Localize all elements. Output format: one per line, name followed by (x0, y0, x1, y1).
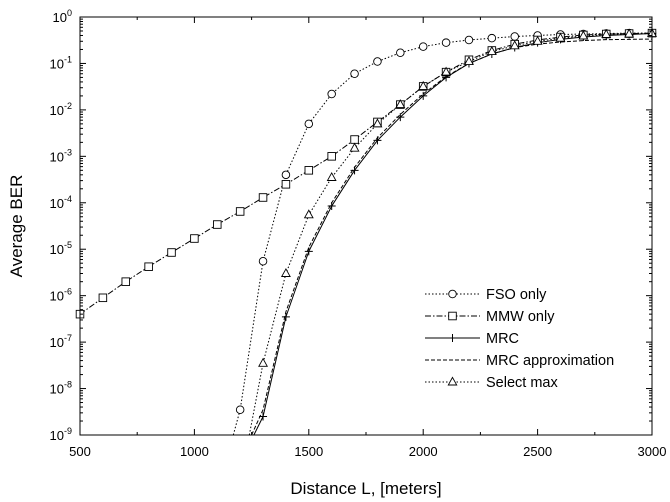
data-point-select-max (258, 357, 269, 367)
data-point-fso-only (510, 32, 519, 41)
series-line-select-max (248, 33, 652, 435)
data-point-mmw-only (304, 166, 314, 175)
data-point-select-max (418, 80, 429, 90)
x-axis-title: Distance L, [meters] (290, 479, 441, 498)
series-line-mrc-approximation (251, 38, 652, 435)
data-point-select-max (349, 142, 360, 152)
data-point-mmw-only (121, 277, 131, 286)
data-point-fso-only (373, 57, 382, 66)
legend-label-mrc: MRC (486, 331, 519, 347)
x-tick-label: 3000 (638, 444, 667, 459)
series-layer (80, 32, 652, 435)
data-point-mmw-only (167, 248, 176, 257)
y-tick-label: 10-3 (50, 147, 72, 164)
data-point-mrc (419, 91, 428, 100)
series-line-mmw-only (80, 32, 652, 315)
y-tick-label: 100 (53, 8, 72, 25)
legend-label-mrc-approximation: MRC approximation (486, 353, 614, 369)
data-point-mmw-only (98, 293, 108, 303)
y-tick-label: 10-8 (50, 380, 72, 397)
legend: FSO only MMW only MRC MRC approximation Sele… (425, 287, 614, 391)
data-point-fso-only (396, 48, 405, 57)
legend-marker-mmw-only (448, 311, 457, 321)
data-point-select-max (509, 40, 520, 50)
data-point-fso-only (441, 38, 451, 47)
data-point-select-max (578, 30, 589, 40)
data-point-fso-only (487, 33, 497, 43)
data-point-fso-only (304, 119, 314, 129)
data-point-select-max (624, 28, 635, 38)
legend-marker-select-max (447, 376, 458, 386)
data-point-fso-only (327, 89, 336, 99)
y-tick-label: 10-9 (50, 426, 72, 443)
data-point-mrc (304, 247, 313, 256)
data-point-select-max (532, 35, 543, 45)
data-point-mmw-only (281, 180, 291, 189)
data-point-mrc (350, 166, 359, 175)
legend-marker-mrc (448, 334, 457, 342)
x-tick-label: 1500 (294, 444, 323, 459)
marker-layer (75, 28, 657, 421)
data-point-select-max (555, 32, 566, 42)
data-point-fso-only (235, 405, 245, 414)
axis-ticks (79, 16, 653, 436)
data-point-mmw-only (144, 262, 153, 271)
x-tick-label: 2500 (523, 444, 552, 459)
data-point-mrc (281, 312, 290, 321)
data-point-mmw-only (350, 135, 359, 144)
series-line-mrc (253, 33, 652, 435)
series-line-fso-only (232, 32, 652, 435)
plot-area-frame (79, 16, 653, 436)
y-axis-title: Average BER (7, 175, 26, 278)
y-tick-label: 10-4 (50, 194, 72, 211)
data-point-select-max (372, 118, 383, 128)
data-point-select-max (441, 66, 452, 76)
y-tick-label: 10-1 (50, 54, 72, 71)
legend-label-fso-only: FSO only (486, 287, 547, 303)
data-point-select-max (280, 267, 291, 277)
data-point-mrc (373, 136, 382, 145)
data-point-mmw-only (190, 234, 199, 243)
y-tick-label: 10-7 (50, 333, 72, 350)
y-tick-label: 10-5 (50, 240, 72, 257)
legend-marker-fso-only (448, 289, 457, 299)
data-point-mrc (259, 412, 268, 421)
data-point-mmw-only (213, 220, 222, 229)
x-tick-label: 2000 (409, 444, 438, 459)
data-point-select-max (303, 209, 314, 219)
data-point-mmw-only (258, 193, 268, 202)
data-point-fso-only (418, 42, 428, 51)
data-point-mmw-only (327, 152, 336, 161)
data-point-fso-only (258, 257, 268, 266)
data-point-fso-only (464, 35, 474, 45)
data-point-mrc (396, 113, 405, 122)
legend-label-select-max: Select max (486, 375, 558, 391)
data-point-fso-only (350, 69, 359, 78)
data-point-select-max (486, 46, 497, 56)
data-point-mrc (327, 202, 336, 211)
data-point-select-max (463, 55, 474, 65)
y-tick-labels: 10-9 10-8 10-7 10-6 10-5 10-4 10-3 10-2 10-1 100 (50, 8, 72, 443)
data-point-select-max (601, 28, 612, 38)
data-point-select-max (395, 99, 406, 109)
data-point-mmw-only (235, 207, 245, 216)
x-tick-label: 1000 (180, 444, 209, 459)
y-tick-label: 10-6 (50, 287, 72, 304)
legend-label-mmw-only: MMW only (486, 309, 555, 325)
x-tick-label: 500 (69, 444, 91, 459)
data-point-fso-only (281, 170, 291, 180)
data-point-select-max (326, 171, 337, 181)
x-tick-labels: 500 1000 1500 2000 2500 3000 (69, 444, 666, 459)
y-tick-label: 10-2 (50, 101, 72, 118)
